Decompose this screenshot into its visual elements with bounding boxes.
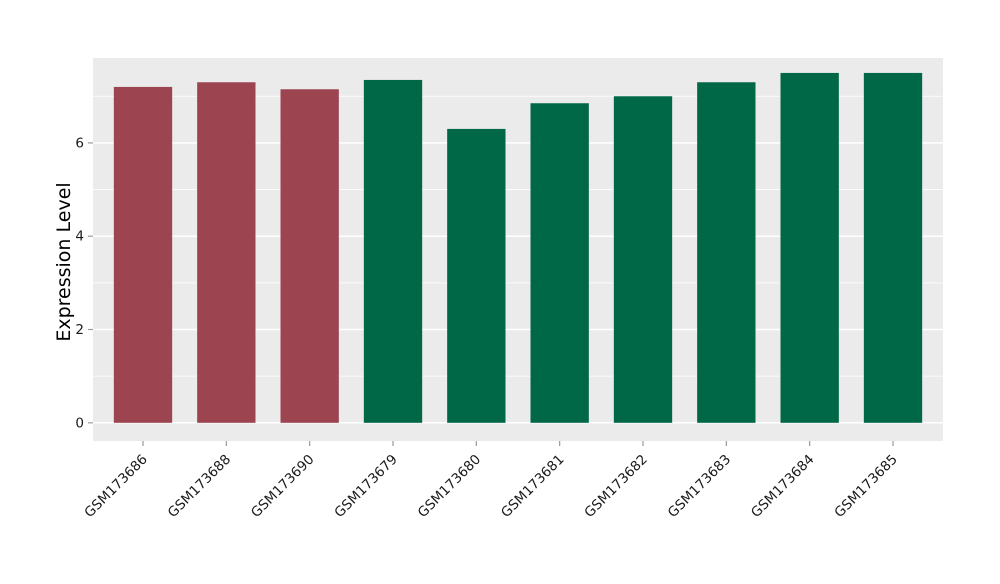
y-axis-title: Expression Level — [53, 182, 75, 341]
bar-GSM173681 — [530, 103, 589, 423]
x-tick-label-GSM173684: GSM173684 — [748, 452, 817, 521]
y-tick-label-2: 2 — [75, 322, 84, 338]
x-tick-label-GSM173683: GSM173683 — [665, 452, 734, 521]
bar-GSM173680 — [447, 128, 506, 423]
x-tick-label-GSM173680: GSM173680 — [415, 452, 484, 521]
x-tick-label-GSM173682: GSM173682 — [581, 452, 650, 521]
y-tick-label-6: 6 — [75, 135, 84, 151]
bar-GSM173690 — [280, 89, 339, 423]
bar-GSM173685 — [863, 72, 923, 423]
x-tick-label-GSM173685: GSM173685 — [831, 452, 900, 521]
bar-GSM173682 — [613, 96, 673, 423]
bar-GSM173679 — [363, 79, 423, 423]
y-tick-label-0: 0 — [75, 415, 84, 431]
x-tick-label-GSM173690: GSM173690 — [248, 452, 317, 521]
y-tick-label-4: 4 — [75, 229, 84, 245]
x-tick-label-GSM173686: GSM173686 — [81, 452, 150, 521]
bar-GSM173684 — [780, 72, 839, 423]
x-tick-label-GSM173679: GSM173679 — [331, 452, 400, 521]
bar-GSM173688 — [197, 82, 256, 423]
x-tick-label-GSM173681: GSM173681 — [498, 452, 567, 521]
bar-GSM173686 — [113, 86, 173, 423]
x-tick-label-GSM173688: GSM173688 — [165, 452, 234, 521]
bar-GSM173683 — [697, 82, 756, 423]
